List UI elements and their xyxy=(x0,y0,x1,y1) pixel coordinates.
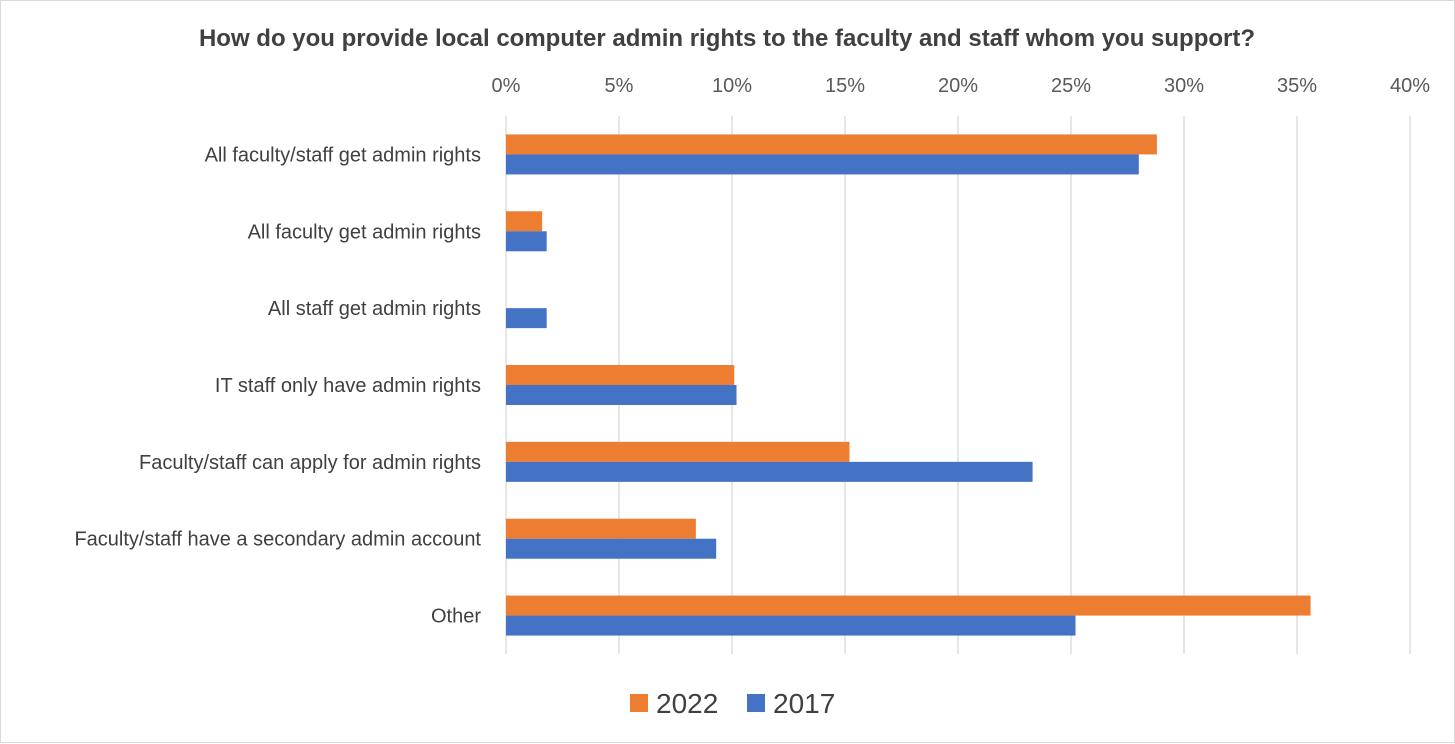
x-tick-label-15: 15% xyxy=(825,75,865,97)
bar-2022-6 xyxy=(506,518,696,539)
legend: 2022 2017 xyxy=(630,688,835,719)
legend-swatch-2017 xyxy=(747,694,765,712)
category-label-2: All faculty get admin rights xyxy=(248,221,481,243)
bar-2017-1 xyxy=(506,154,1139,175)
category-label-6: Faculty/staff have a secondary admin acc… xyxy=(74,529,481,551)
legend-label-2017: 2017 xyxy=(773,688,835,719)
bar-2017-2 xyxy=(506,231,547,252)
chart-title: How do you provide local computer admin … xyxy=(199,25,1255,52)
legend-label-2022: 2022 xyxy=(656,688,718,719)
category-labels: All faculty/staff get admin rights All fa… xyxy=(74,144,481,627)
bar-2017-3 xyxy=(506,308,547,329)
x-axis-tick-labels: 0% 5% 10% 15% 20% 25% 30% 35% 40% xyxy=(492,75,1431,97)
x-tick-label-10: 10% xyxy=(712,75,752,97)
bar-2017-7 xyxy=(506,615,1076,636)
bar-2017-5 xyxy=(506,461,1033,482)
x-tick-label-30: 30% xyxy=(1164,75,1204,97)
bars xyxy=(506,134,1311,636)
bar-2017-4 xyxy=(506,385,737,405)
legend-swatch-2022 xyxy=(630,694,648,712)
bar-2022-5 xyxy=(506,441,850,462)
x-tick-label-25: 25% xyxy=(1051,75,1091,97)
bar-2022-4 xyxy=(506,365,735,385)
category-label-1: All faculty/staff get admin rights xyxy=(205,144,481,166)
category-label-7: Other xyxy=(431,606,481,628)
x-tick-label-40: 40% xyxy=(1390,75,1430,97)
category-label-3: All staff get admin rights xyxy=(268,298,481,320)
category-label-4: IT staff only have admin rights xyxy=(215,375,481,397)
x-tick-label-20: 20% xyxy=(938,75,978,97)
category-label-5: Faculty/staff can apply for admin rights xyxy=(139,452,481,474)
gridlines xyxy=(505,116,1411,654)
x-tick-label-35: 35% xyxy=(1277,75,1317,97)
x-tick-label-0: 0% xyxy=(492,75,521,97)
x-tick-label-5: 5% xyxy=(605,75,634,97)
bar-2022-7 xyxy=(506,595,1311,616)
bar-2022-2 xyxy=(506,211,543,232)
bar-2017-6 xyxy=(506,538,717,559)
bar-2022-1 xyxy=(506,134,1157,155)
